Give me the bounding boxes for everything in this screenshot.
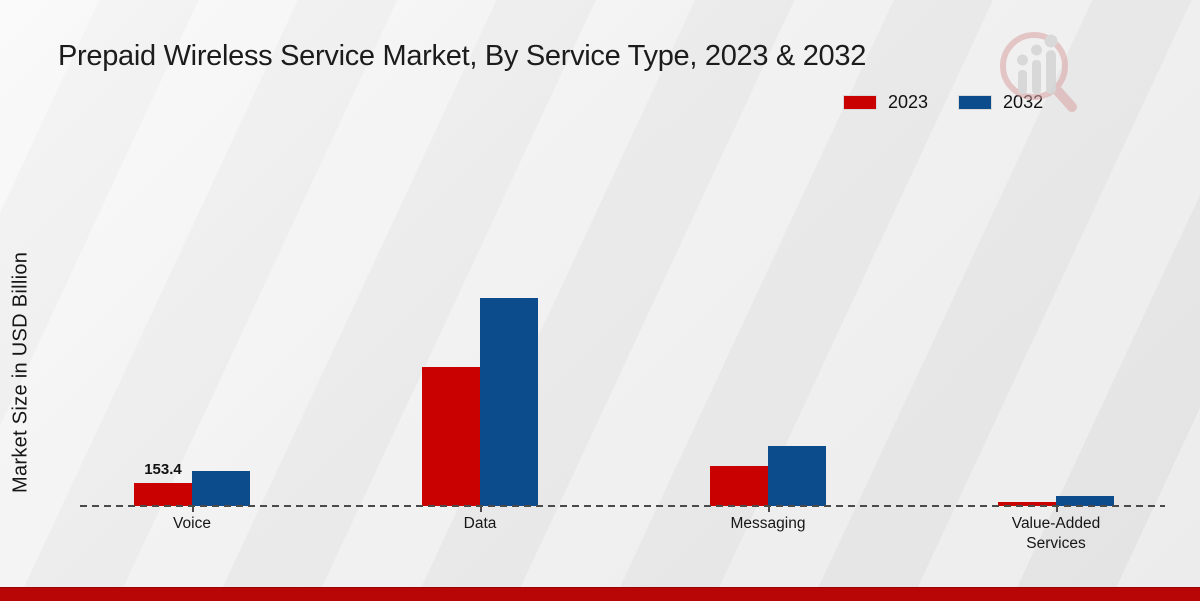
x-tick-data — [480, 507, 482, 512]
bar-2032-messaging — [768, 446, 826, 506]
x-tick-voice — [192, 507, 194, 512]
legend: 2023 2032 — [843, 92, 1043, 113]
bar-value-label-voice-2023: 153.4 — [144, 460, 182, 478]
legend-swatch-2032 — [958, 95, 993, 110]
x-tick-value-added-services — [1056, 507, 1058, 512]
bar-2023-value-added-services — [998, 502, 1056, 506]
footer-red-band — [0, 587, 1200, 601]
bar-2032-value-added-services — [1056, 496, 1114, 506]
bar-2023-voice — [134, 482, 192, 506]
legend-label-2023: 2023 — [888, 92, 929, 112]
legend-item-2023: 2023 — [843, 92, 928, 113]
bar-2032-voice — [192, 471, 250, 506]
x-axis-label-data: Data — [463, 515, 497, 532]
x-axis-label-voice: Voice — [173, 515, 211, 532]
x-axis-label-messaging: Messaging — [730, 515, 806, 532]
x-axis-baseline — [80, 505, 1165, 507]
x-axis-label-value-added-services: Value-Added Services — [1011, 515, 1101, 553]
legend-swatch-2023 — [843, 95, 877, 110]
bar-2032-data — [480, 297, 538, 506]
magnifier-bar-chart-logo-icon — [1000, 32, 1077, 112]
bar-2023-data — [422, 366, 480, 506]
chart-title: Prepaid Wireless Service Market, By Serv… — [58, 40, 867, 72]
bar-2023-messaging — [710, 465, 768, 506]
x-tick-messaging — [768, 507, 770, 512]
